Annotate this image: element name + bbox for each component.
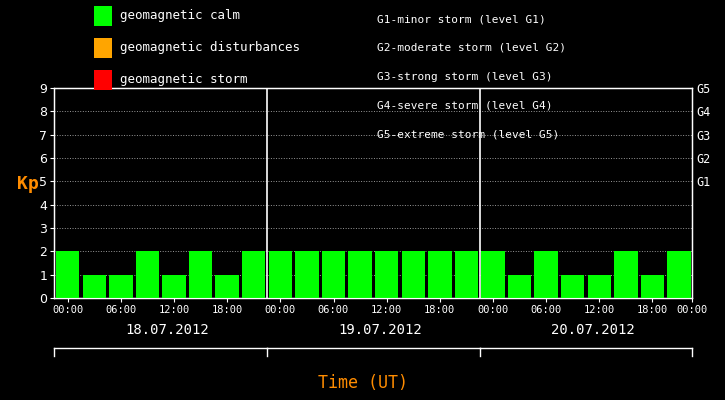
Text: G4-severe storm (level G4): G4-severe storm (level G4) (377, 100, 552, 110)
Bar (428, 251, 452, 298)
Bar (561, 275, 584, 298)
Text: G3-strong storm (level G3): G3-strong storm (level G3) (377, 72, 552, 82)
Bar (215, 275, 239, 298)
Bar (295, 251, 318, 298)
Bar (508, 275, 531, 298)
Text: 19.07.2012: 19.07.2012 (338, 323, 422, 337)
Bar (534, 251, 558, 298)
Bar (269, 251, 292, 298)
Text: G1-minor storm (level G1): G1-minor storm (level G1) (377, 14, 546, 24)
Y-axis label: Kp: Kp (17, 175, 39, 193)
Text: 18.07.2012: 18.07.2012 (125, 323, 210, 337)
Bar (588, 275, 611, 298)
Text: G2-moderate storm (level G2): G2-moderate storm (level G2) (377, 43, 566, 53)
Text: geomagnetic disturbances: geomagnetic disturbances (120, 42, 299, 54)
Bar (136, 251, 159, 298)
Bar (322, 251, 345, 298)
Bar (668, 251, 691, 298)
Bar (402, 251, 425, 298)
Text: 20.07.2012: 20.07.2012 (551, 323, 634, 337)
Bar (375, 251, 398, 298)
Bar (455, 251, 478, 298)
Text: Time (UT): Time (UT) (318, 374, 407, 392)
Bar (481, 251, 505, 298)
Bar (189, 251, 212, 298)
Text: geomagnetic calm: geomagnetic calm (120, 10, 240, 22)
Text: geomagnetic storm: geomagnetic storm (120, 74, 247, 86)
Bar (109, 275, 133, 298)
Text: G5-extreme storm (level G5): G5-extreme storm (level G5) (377, 129, 559, 139)
Bar (641, 275, 664, 298)
Bar (242, 251, 265, 298)
Bar (162, 275, 186, 298)
Bar (614, 251, 637, 298)
Bar (83, 275, 106, 298)
Bar (56, 251, 79, 298)
Bar (349, 251, 372, 298)
